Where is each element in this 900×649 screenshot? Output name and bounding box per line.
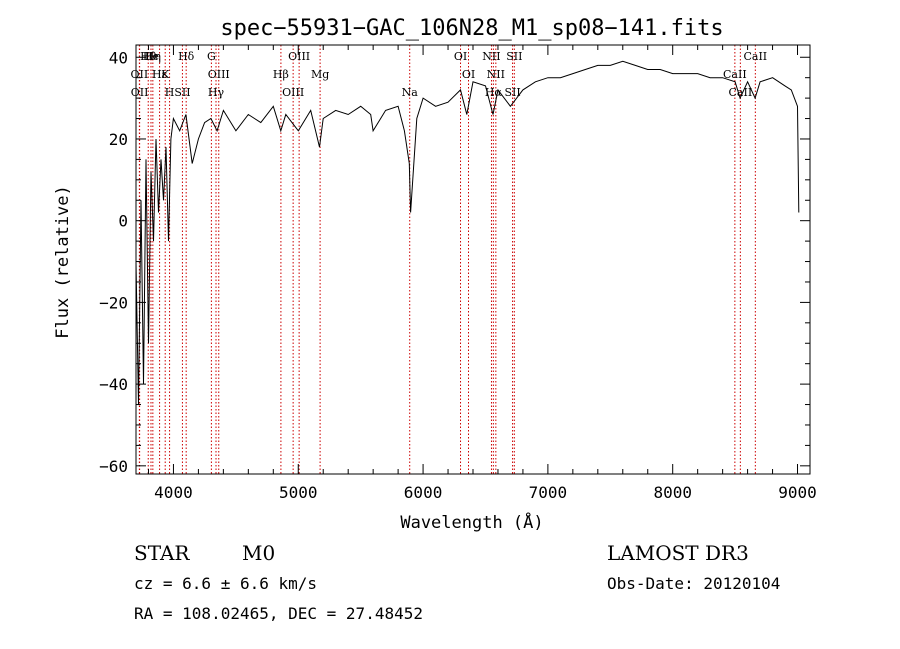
spectral-line-label-5: H	[165, 86, 175, 99]
spectral-line-label-12: G	[207, 50, 216, 63]
x-tick-label-2: 6000	[404, 483, 443, 502]
survey-name: LAMOST DR3	[607, 541, 749, 565]
object-subclass: M0	[242, 541, 276, 565]
spectral-line-label-10: OIII	[208, 68, 230, 81]
spectral-line-label-4: K	[161, 68, 170, 81]
spectral-line-label-1: OII	[131, 68, 149, 81]
spectral-line-label-15: OIII	[288, 50, 310, 63]
x-tick-label-3: 7000	[529, 483, 568, 502]
object-class: STAR	[134, 541, 190, 565]
spectral-line-label-17: Na	[402, 86, 419, 99]
spectral-line-label-7: Hε	[152, 68, 168, 81]
spectral-line-label-22: NII	[487, 68, 505, 81]
ra-dec-coordinates: RA = 108.02465, DEC = 27.48452	[134, 604, 423, 623]
plot-frame	[135, 44, 811, 475]
spectrum-line	[135, 60, 800, 405]
spectral-line-label-19: OI	[462, 68, 475, 81]
spectral-line-label-23: SII	[504, 86, 520, 99]
x-tick-label-1: 5000	[279, 483, 318, 502]
spectral-line-label-6: Hη	[145, 50, 161, 63]
y-axis-label: Flux (relative)	[53, 185, 73, 339]
y-tick-label-0: −60	[99, 457, 128, 476]
observation-date: Obs-Date: 20120104	[607, 574, 781, 593]
spectral-line-label-14: OIII	[282, 86, 304, 99]
spectral-line-label-8: SII	[174, 86, 190, 99]
y-tick-label-4: 20	[109, 130, 128, 149]
x-axis-label: Wavelength (Å)	[400, 511, 543, 533]
x-tick-label-0: 4000	[154, 483, 193, 502]
plot-area: HθOIIOIIHeKHHηHεSIIHδOIIIHγGHβOIIIOIIIMg…	[99, 44, 817, 502]
spectral-line-label-18: OI	[454, 50, 467, 63]
x-tick-label-4: 8000	[653, 483, 692, 502]
y-tick-label-3: 0	[118, 212, 128, 231]
spectral-line-label-21: NII	[482, 50, 500, 63]
spectral-line-label-26: CaII	[729, 86, 753, 99]
chart-title: spec−55931−GAC_106N28_M1_sp08−141.fits	[220, 16, 723, 41]
y-tick-label-1: −40	[99, 375, 128, 394]
y-tick-label-2: −20	[99, 293, 128, 312]
spectral-line-label-9: Hδ	[178, 50, 195, 63]
spectral-line-label-3: He	[143, 50, 159, 63]
spectral-line-label-13: Hβ	[273, 68, 289, 81]
y-tick-label-5: 40	[109, 48, 128, 67]
redshift-cz: cz = 6.6 ± 6.6 km/s	[134, 574, 318, 593]
spectral-line-label-2: OII	[131, 86, 149, 99]
spectral-line-label-0: Hθ	[140, 50, 157, 63]
spectral-line-label-24: SII	[506, 50, 522, 63]
spectral-line-label-27: CaII	[743, 50, 767, 63]
spectral-line-label-11: Hγ	[208, 86, 225, 99]
spectral-line-label-25: CaII	[723, 68, 747, 81]
x-tick-label-5: 9000	[778, 483, 817, 502]
spectral-line-label-16: Mg	[311, 68, 329, 81]
